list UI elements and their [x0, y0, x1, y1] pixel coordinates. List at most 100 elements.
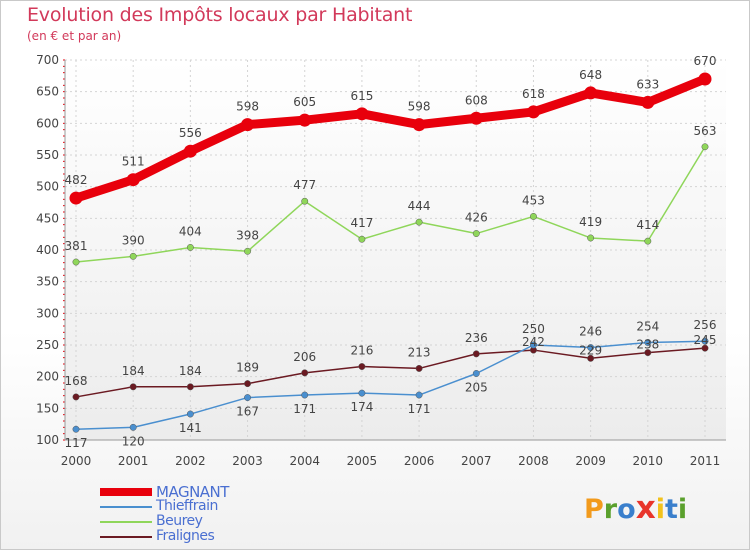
data-point — [72, 425, 80, 433]
data-point — [69, 191, 83, 205]
data-point — [644, 237, 652, 245]
legend-swatch — [100, 536, 152, 538]
data-label: 648 — [579, 68, 602, 82]
legend-swatch — [100, 506, 152, 508]
data-point — [244, 247, 251, 255]
data-point — [72, 393, 80, 401]
data-label: 254 — [636, 319, 659, 333]
y-tick-label: 400 — [36, 243, 59, 257]
data-label: 444 — [408, 199, 431, 213]
data-point — [526, 105, 540, 119]
data-point — [298, 113, 312, 127]
data-point — [530, 341, 537, 349]
data-label: 608 — [465, 93, 488, 107]
data-label: 633 — [636, 77, 659, 91]
y-tick-label: 650 — [36, 85, 59, 99]
data-label: 598 — [236, 100, 259, 114]
data-label: 256 — [694, 318, 717, 332]
data-label: 205 — [465, 381, 488, 395]
data-label: 229 — [579, 343, 602, 357]
logo-letter: i — [677, 494, 688, 525]
legend-swatch — [100, 488, 152, 496]
data-point — [472, 370, 480, 377]
data-point — [126, 173, 140, 187]
x-tick-label: 2010 — [633, 454, 664, 468]
x-tick-label: 2004 — [289, 454, 320, 468]
data-point — [244, 394, 251, 402]
data-label: 206 — [293, 350, 316, 364]
data-label: 246 — [579, 325, 602, 339]
data-label: 482 — [65, 173, 88, 187]
data-point — [301, 197, 309, 205]
data-point — [355, 107, 369, 121]
data-label: 419 — [579, 215, 602, 229]
data-label: 250 — [522, 322, 545, 336]
y-tick-label: 700 — [36, 53, 59, 67]
chart-title: Evolution des Impôts locaux par Habitant — [27, 4, 413, 26]
legend-label: MAGNANT — [156, 483, 229, 501]
legend-swatch — [100, 521, 152, 523]
data-point — [530, 212, 537, 220]
data-point — [358, 389, 366, 397]
x-tick-label: 2009 — [575, 454, 606, 468]
data-point — [301, 391, 309, 399]
data-point — [587, 344, 595, 351]
data-point — [358, 235, 366, 243]
data-point — [183, 144, 197, 158]
data-point — [186, 244, 194, 251]
data-label: 414 — [636, 218, 659, 232]
data-point — [415, 391, 423, 399]
y-tick-label: 250 — [36, 338, 59, 352]
data-label: 174 — [350, 400, 373, 414]
data-label: 404 — [179, 224, 202, 238]
data-label: 120 — [122, 434, 145, 448]
data-point — [186, 383, 194, 391]
data-label: 238 — [636, 338, 659, 352]
data-point — [644, 349, 652, 357]
data-point — [698, 72, 712, 86]
x-tick-label: 2006 — [404, 454, 435, 468]
x-tick-label: 2008 — [518, 454, 549, 468]
data-label: 168 — [65, 374, 88, 388]
data-label: 477 — [293, 178, 316, 192]
x-tick-label: 2001 — [118, 454, 149, 468]
data-point — [301, 369, 309, 377]
data-point — [701, 344, 709, 352]
data-label: 236 — [465, 331, 488, 345]
data-label: 245 — [694, 333, 717, 347]
data-point — [469, 111, 483, 125]
data-label: 242 — [522, 335, 545, 349]
y-tick-label: 150 — [36, 401, 59, 415]
y-tick-label: 300 — [36, 306, 59, 320]
data-label: 171 — [408, 402, 431, 416]
data-label: 117 — [65, 436, 88, 450]
x-tick-label: 2005 — [347, 454, 378, 468]
data-label: 417 — [350, 216, 373, 230]
logo-letter: i — [655, 494, 665, 525]
x-tick-label: 2000 — [61, 454, 92, 468]
y-tick-label: 200 — [36, 370, 59, 384]
data-point — [472, 350, 480, 358]
data-label: 598 — [408, 100, 431, 114]
y-tick-label: 100 — [36, 433, 59, 447]
data-label: 141 — [179, 421, 202, 435]
x-tick-label: 2007 — [461, 454, 492, 468]
data-label: 216 — [350, 344, 373, 358]
legend-label: Beurey — [156, 513, 203, 529]
legend-label: Thieffrain — [156, 498, 218, 514]
data-label: 398 — [236, 228, 259, 242]
data-label: 453 — [522, 193, 545, 207]
data-point — [701, 143, 709, 151]
data-point — [186, 410, 194, 418]
x-tick-label: 2011 — [690, 454, 721, 468]
y-tick-label: 500 — [36, 180, 59, 194]
data-label: 184 — [122, 364, 145, 378]
data-point — [72, 258, 80, 266]
y-tick-label: 550 — [36, 148, 59, 162]
data-point — [584, 86, 598, 100]
data-point — [701, 337, 709, 345]
x-tick-label: 2002 — [175, 454, 206, 468]
data-label: 390 — [122, 233, 145, 247]
logo-letter: x — [635, 490, 656, 526]
y-tick-label: 600 — [36, 116, 59, 130]
